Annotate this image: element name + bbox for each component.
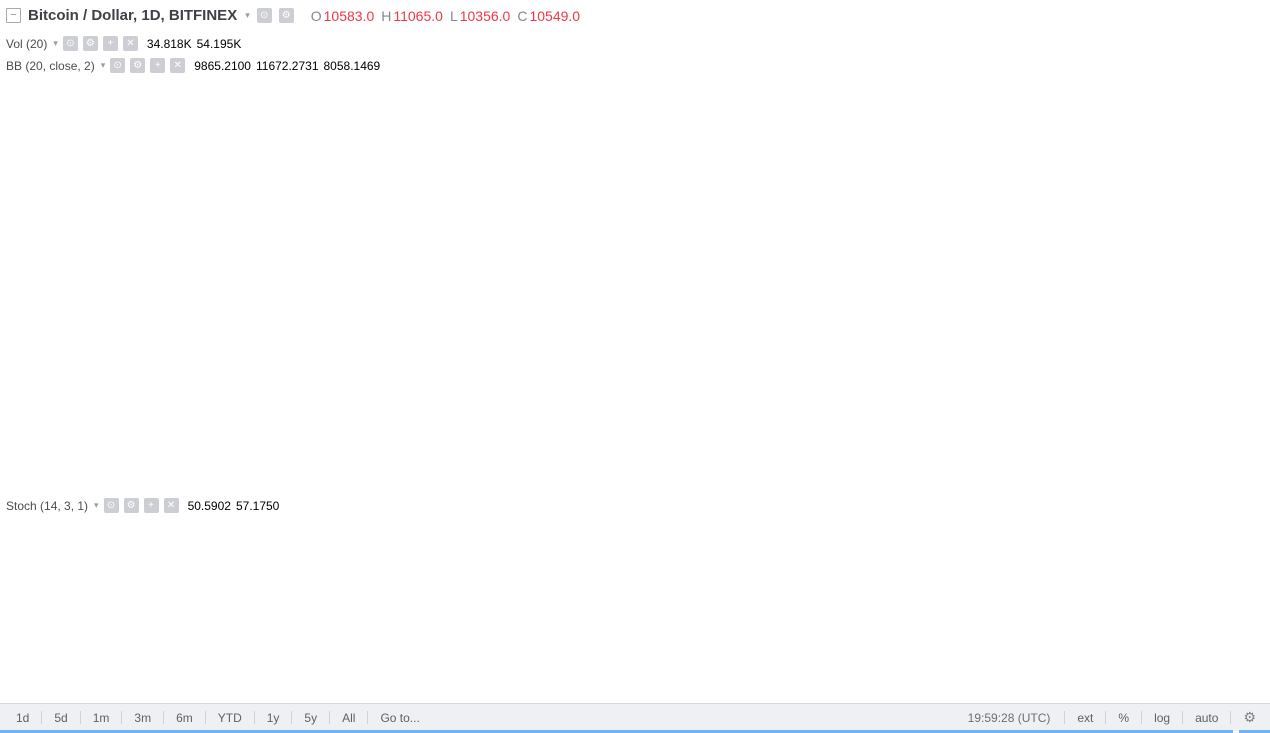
- close-icon[interactable]: ✕: [122, 36, 138, 51]
- stoch-k-value: 50.5902: [187, 498, 231, 513]
- range-6m-button[interactable]: 6m: [176, 710, 193, 725]
- eye-icon[interactable]: ⊙: [256, 8, 272, 23]
- chart-canvas[interactable]: [0, 0, 1270, 703]
- chevron-down-icon[interactable]: ▾: [53, 38, 58, 48]
- divider: [1141, 711, 1143, 724]
- stoch-legend-row: Stoch (14, 3, 1) ▾ ⊙ ⚙ + ✕ 50.5902 57.17…: [6, 498, 279, 513]
- symbol-title[interactable]: Bitcoin / Dollar, 1D, BITFINEX: [28, 7, 238, 24]
- gear-icon[interactable]: ⚙: [82, 36, 98, 51]
- gear-icon[interactable]: ⚙: [130, 58, 146, 73]
- divider: [1105, 711, 1107, 724]
- settings-gear-icon[interactable]: ⚙: [1243, 709, 1256, 725]
- range-5y-button[interactable]: 5y: [304, 710, 318, 725]
- range-3m-button[interactable]: 3m: [134, 710, 152, 725]
- close-icon[interactable]: ✕: [170, 58, 186, 73]
- volume-ma-value: 54.195K: [196, 36, 242, 51]
- divider: [367, 711, 369, 724]
- range-ytd-button[interactable]: YTD: [217, 710, 242, 725]
- ohlc-high: H 11065.0: [381, 7, 443, 24]
- eye-icon[interactable]: ⊙: [110, 58, 126, 73]
- add-icon[interactable]: +: [150, 58, 166, 73]
- auto-scale-button[interactable]: auto: [1195, 710, 1219, 725]
- divider: [79, 711, 81, 724]
- divider: [41, 711, 43, 724]
- divider: [1230, 711, 1232, 724]
- chevron-down-icon[interactable]: ▾: [94, 500, 99, 510]
- chevron-down-icon[interactable]: ▾: [100, 60, 106, 70]
- volume-legend-row: Vol (20) ▾ ⊙ ⚙ + ✕ 34.818K 54.195K: [6, 36, 241, 51]
- add-icon[interactable]: +: [143, 498, 159, 513]
- range-all-button[interactable]: All: [342, 710, 356, 725]
- eye-icon[interactable]: ⊙: [103, 498, 119, 513]
- extended-hours-button[interactable]: ext: [1077, 710, 1094, 725]
- ohlc-low: L 10356.0: [449, 7, 511, 24]
- range-1m-button[interactable]: 1m: [92, 710, 110, 725]
- bb-basis-value: 9865.2100: [194, 58, 251, 73]
- ohlc-open: O 10583.0: [310, 7, 375, 24]
- divider: [121, 711, 123, 724]
- chevron-down-icon[interactable]: ▾: [245, 10, 250, 20]
- percent-scale-button[interactable]: %: [1118, 710, 1130, 725]
- add-icon[interactable]: +: [102, 36, 118, 51]
- collapse-pane-icon[interactable]: −: [6, 8, 21, 23]
- divider: [329, 711, 331, 724]
- bb-legend-row: BB (20, close, 2) ▾ ⊙ ⚙ + ✕ 9865.2100 11…: [6, 58, 380, 73]
- range-1d-button[interactable]: 1d: [16, 710, 30, 725]
- divider: [163, 711, 165, 724]
- bb-upper-value: 11672.2731: [255, 58, 319, 73]
- range-1y-button[interactable]: 1y: [266, 710, 280, 725]
- bb-label[interactable]: BB (20, close, 2): [6, 58, 95, 73]
- eye-icon[interactable]: ⊙: [62, 36, 78, 51]
- stoch-d-value: 57.1750: [235, 498, 280, 513]
- divider: [1064, 711, 1066, 724]
- bb-lower-value: 8058.1469: [323, 58, 381, 73]
- divider: [253, 711, 255, 724]
- close-icon[interactable]: ✕: [163, 498, 179, 513]
- gear-icon[interactable]: ⚙: [278, 8, 294, 23]
- stoch-label[interactable]: Stoch (14, 3, 1): [6, 498, 89, 513]
- bottom-accent-bar: [0, 730, 1233, 733]
- bottom-accent-bar: [1239, 730, 1270, 733]
- symbol-legend-row: − Bitcoin / Dollar, 1D, BITFINEX ▾ ⊙ ⚙ O…: [6, 7, 580, 24]
- clock[interactable]: 19:59:28 (UTC): [967, 710, 1051, 725]
- divider: [204, 711, 206, 724]
- goto-button[interactable]: Go to...: [380, 710, 420, 725]
- gear-icon[interactable]: ⚙: [123, 498, 139, 513]
- range-5d-button[interactable]: 5d: [54, 710, 68, 725]
- ohlc-close: C 10549.0: [517, 7, 581, 24]
- bottom-toolbar: 1d 5d 1m 3m 6m YTD 1y 5y All Go to... 19…: [0, 703, 1270, 731]
- volume-value: 34.818K: [146, 36, 192, 51]
- log-scale-button[interactable]: log: [1154, 710, 1171, 725]
- divider: [1182, 711, 1184, 724]
- volume-label[interactable]: Vol (20): [6, 36, 48, 51]
- divider: [291, 711, 293, 724]
